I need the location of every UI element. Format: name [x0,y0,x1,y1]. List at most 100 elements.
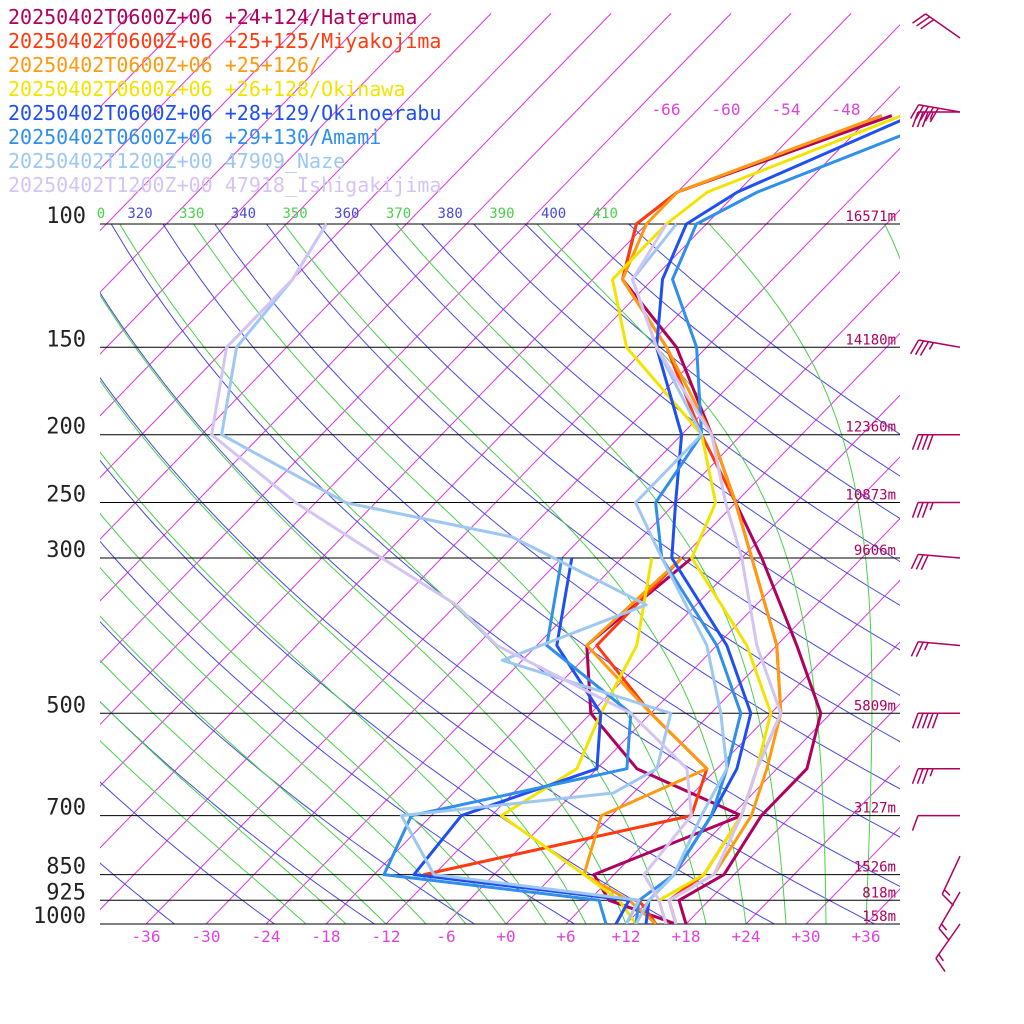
height-label: 16571m [845,209,896,225]
barb-feather [911,434,919,451]
barb-feather [935,957,946,972]
legend-entry: 20250402T1200Z+00 47918_Ishigakijima [8,173,441,197]
barb-feather [919,106,930,121]
isotherm-line [865,888,900,924]
barb-half-feather [938,953,944,962]
barb-feather [926,713,934,729]
barb-feather [911,111,919,128]
isotherm-line [325,332,900,924]
isotherm-line [205,209,900,924]
temperature-tick-label: +12 [612,927,641,946]
barb-stem [918,641,961,647]
barb-feather [921,111,929,128]
temperature-line [611,114,900,924]
wind-barb [911,767,960,784]
label-layer: 100 16571m 150 14180m 200 12360m 250 10873m 300 9… [33,100,896,946]
isotherm-line [100,12,792,726]
barb-stem [918,339,961,349]
wind-barb [935,923,961,972]
dry-adiabat-line [100,781,275,924]
dry-adiabat-line [214,224,900,790]
barb-feather [921,768,929,784]
temperature-tick-label: -36 [132,927,161,946]
isotherm-line [745,764,900,924]
height-label: 1526m [854,860,896,876]
temperature-tick-label: +30 [792,927,821,946]
legend-entry: 20250402T0600Z+06 +26+128/Okinawa [8,77,405,101]
theta-label: 0 [97,206,105,222]
theta-label: 360 [334,206,359,222]
barb-stem [938,891,961,929]
barb-feather [914,340,925,356]
dry-adiabat-line [369,224,900,651]
wind-barb [911,501,960,518]
isotherm-line [100,12,552,479]
series-8 [210,223,783,924]
isotherm-line [385,394,900,924]
series-3 [582,114,883,924]
isotherm-line [100,12,312,232]
height-label: 10873m [845,488,896,504]
theta-label: 330 [179,206,204,222]
temperature-tick-label: -24 [252,927,281,946]
barb-feather [916,434,924,451]
barb-stem [935,923,961,959]
dewpoint-line [220,223,673,924]
theta-label: 340 [231,206,256,222]
barb-feather [909,104,920,119]
barb-feather [912,13,927,24]
barb-feather [911,768,919,784]
legend-entry: 20250402T1200Z+00 47909_Naze [8,149,345,173]
temperature-tick-label: -12 [372,927,401,946]
barb-feather [909,339,920,355]
barb-feather [919,341,930,356]
pressure-label: 300 [46,538,86,563]
barb-feather [938,927,950,942]
isotherm-top-label: -66 [652,100,681,119]
pressure-label: 250 [46,483,86,508]
height-label: 12360m [845,420,896,436]
series-layer [210,114,900,924]
temperature-tick-label: +18 [672,927,701,946]
isotherm-top-label: -60 [712,100,741,119]
moist-adiabat-line [100,294,627,924]
moist-adiabat-line [884,224,900,260]
dry-adiabat-line [100,862,175,924]
isotherm-line [926,13,1024,924]
wind-barb [941,855,961,907]
barb-feather [921,502,929,518]
wind-barb [909,339,961,356]
barb-feather [915,554,924,570]
barb-stem [918,103,961,113]
wind-barb [911,433,960,451]
barb-half-feather [929,111,934,120]
legend: 20250402T0600Z+06 +24+124/Hateruma202504… [8,5,441,197]
legend-entry: 20250402T0600Z+06 +28+129/Okinoerabu [8,101,441,125]
height-label: 9606m [854,543,896,559]
legend-entry: 20250402T0600Z+06 +25+125/Miyakojima [8,29,441,53]
barb-half-feather [929,502,934,511]
barb-feather [910,554,919,570]
temperature-line [631,223,783,924]
pressure-label: 100 [46,204,86,229]
barb-feather [924,106,935,122]
isotherm-line [100,12,852,787]
barb-feather [941,893,955,907]
height-label: 14180m [845,332,896,348]
theta-label: 350 [282,206,307,222]
isotherm-line [565,579,900,924]
barb-feather [920,19,935,30]
barb-stem [918,553,961,559]
barb-stem [925,13,961,39]
barb-half-feather [924,642,929,651]
barb-feather [916,502,924,518]
isotherm-line [100,12,432,355]
barb-feather [916,768,924,784]
isotherm-line [100,12,492,417]
isotherm-line [685,703,900,924]
temperature-tick-label: +24 [732,927,761,946]
pressure-label: 500 [46,693,86,718]
wind-barb [909,103,961,123]
dewpoint-line [582,556,709,924]
barb-feather [911,713,919,729]
